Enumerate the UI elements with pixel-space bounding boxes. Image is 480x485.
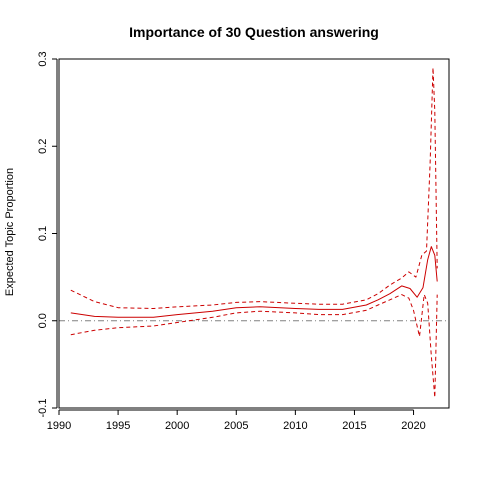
x-tick-label: 2020 <box>401 420 425 432</box>
series-line-estimate <box>70 246 438 318</box>
x-tick-label: 1995 <box>106 420 130 432</box>
x-tick-label: 2005 <box>224 420 248 432</box>
series-line-lower-bound <box>70 294 438 398</box>
y-tick-label: 0.2 <box>37 139 49 154</box>
y-tick-label: 0.1 <box>37 226 49 241</box>
x-tick-label: 2015 <box>342 420 366 432</box>
series-layer <box>70 67 438 398</box>
axes-layer: 1990 1995 2000 2005 2010 2015 2020 -0.1 0.0 0.1 0.… <box>37 51 450 432</box>
series-line-upper-bound <box>70 67 438 309</box>
chart-title: Importance of 30 Question answering <box>129 24 379 40</box>
x-tick-label: 2000 <box>165 420 189 432</box>
y-tick-label: 0.3 <box>37 51 49 66</box>
y-axis-label: Expected Topic Proportion <box>4 168 16 296</box>
x-tick-label: 1990 <box>47 420 71 432</box>
x-tick-label: 2010 <box>283 420 307 432</box>
plot-frame <box>58 58 450 409</box>
y-tick-label: -0.1 <box>37 399 49 418</box>
y-tick-label: 0.0 <box>37 313 49 328</box>
